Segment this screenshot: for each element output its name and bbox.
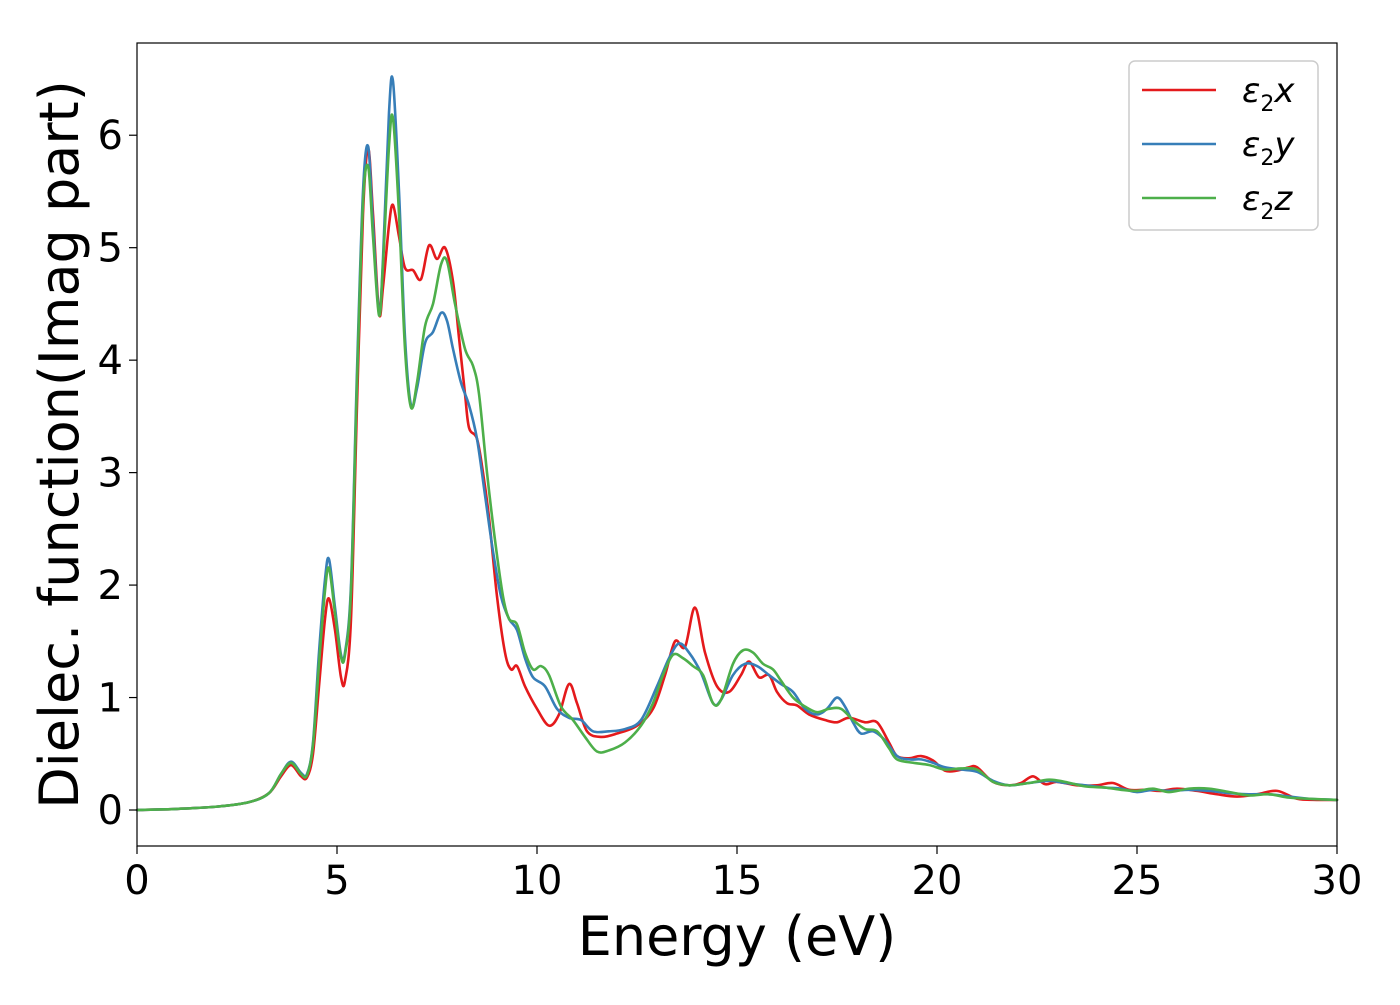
series-line-z [135,113,1339,812]
series-layer [135,75,1339,812]
x-axis: 0 5 10 15 20 25 30 [124,846,1362,904]
legend-label-z: ε2z [1242,179,1293,225]
y-tick-label: 6 [98,113,123,159]
y-tick-label: 5 [98,226,123,272]
y-tick-label: 1 [98,676,123,722]
x-tick-label: 5 [324,858,349,904]
y-tick-label: 3 [98,451,123,497]
legend-label-y: ε2y [1242,125,1295,171]
x-tick-label: 20 [912,858,963,904]
y-tick-label: 2 [98,563,123,609]
x-tick-label: 25 [1112,858,1163,904]
y-tick-label: 0 [98,788,123,834]
legend-label-x: ε2x [1242,71,1295,117]
x-tick-label: 10 [512,858,563,904]
y-tick-label: 4 [98,338,123,384]
legend-box [1128,60,1319,231]
x-tick-label: 30 [1312,858,1363,904]
x-tick-label: 15 [712,858,763,904]
x-axis-title: Energy (eV) [578,905,897,968]
legend: ε2x ε2y ε2z [1128,60,1319,231]
x-tick-label: 0 [124,858,149,904]
y-axis-title: Dielec. function(Imag part) [28,80,91,809]
y-axis: 0 1 2 3 4 5 6 [98,113,137,834]
